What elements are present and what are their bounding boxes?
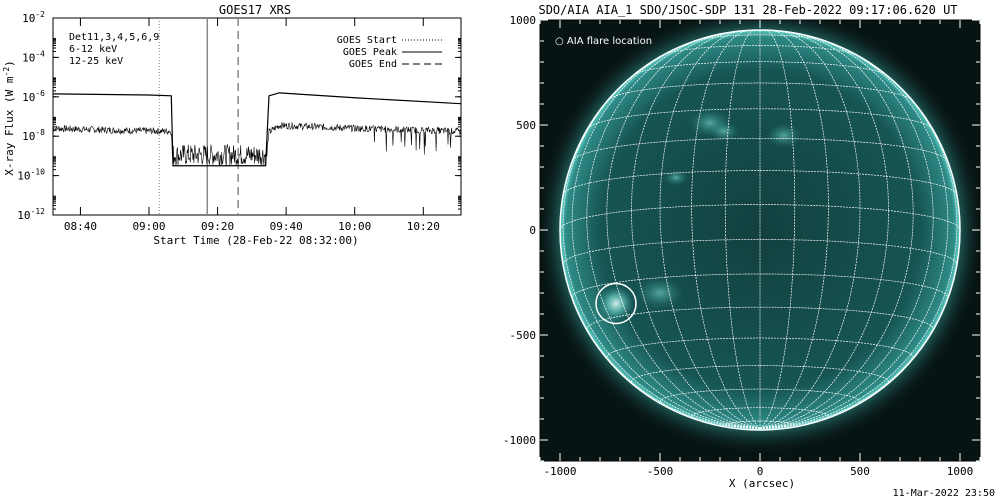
- aia-y-tick-label: 1000: [510, 14, 537, 27]
- legend-goes-start: GOES Start: [337, 35, 397, 46]
- goes-x-tick-label: 08:40: [64, 220, 97, 233]
- goes-legend-top-right: GOES Start GOES Peak GOES End: [337, 35, 442, 70]
- goes-x-tick-label: 10:20: [407, 220, 440, 233]
- aia-grid-line: [759, 29, 796, 429]
- goes-x-tick-label: 09:40: [270, 220, 303, 233]
- aia-grid-line: [759, 32, 914, 429]
- aia-grid-line: [633, 61, 887, 76]
- aia-grid-line: [759, 35, 934, 429]
- aia-x-tick-label: -1000: [543, 465, 576, 478]
- aia-limb-circle: [559, 29, 961, 431]
- aia-grid-line: [759, 30, 861, 429]
- goes-x-ticks: 08:40 09:00 09:20 09:40 10:00 10:20: [64, 18, 440, 233]
- aia-grid-line: [559, 229, 761, 429]
- legend-6-12-kev: 6-12 keV: [69, 44, 117, 55]
- aia-heliographic-grid: [559, 29, 961, 429]
- aia-grid-line: [659, 30, 761, 429]
- goes-x-tick-label: 10:00: [338, 220, 371, 233]
- aia-grid-line: [759, 70, 958, 429]
- legend-goes-end: GOES End: [349, 59, 397, 70]
- aia-grid-line: [759, 229, 961, 429]
- aia-grid-line: [586, 35, 761, 429]
- aia-x-tick-label: 0: [757, 465, 764, 478]
- goes-y-tick-label: 10-4: [22, 49, 45, 64]
- goes-y-tick-label: 10-10: [17, 168, 45, 183]
- goes-series: [52, 92, 462, 167]
- aia-x-ticks: -1000 -500 0 500 1000: [539, 20, 981, 478]
- legend-12-25-kev: 12-25 keV: [69, 56, 123, 67]
- goes-x-axis-label: Start Time (28-Feb-22 08:32:00): [153, 234, 358, 247]
- aia-active-region: [664, 169, 688, 186]
- aia-active-region: [636, 277, 684, 309]
- aia-x-tick-label: 1000: [947, 465, 974, 478]
- goes-chart-title: GOES17 XRS: [219, 3, 291, 17]
- goes-y-tick-label: 10-12: [17, 207, 45, 222]
- aia-grid-line: [759, 30, 889, 429]
- aia-x-tick-label: 500: [850, 465, 870, 478]
- goes-y-tick-label: 10-2: [22, 10, 45, 25]
- goes-x-tick-label: 09:20: [201, 220, 234, 233]
- aia-flare-location-circle: [595, 282, 637, 325]
- goes-plot-frame: [52, 17, 462, 216]
- aia-grid-line: [724, 29, 761, 429]
- aia-grid-line: [572, 137, 948, 161]
- aia-y-ticks: 1000 500 0 -500 -1000: [503, 14, 980, 462]
- footer-timestamp: 11-Mar-2022 23:50: [893, 488, 995, 499]
- aia-y-tick-label: 0: [529, 224, 536, 237]
- goes-x-tick-label: 09:00: [132, 220, 165, 233]
- aia-y-tick-label: 500: [516, 119, 536, 132]
- aia-grid-line: [691, 29, 761, 429]
- aia-grid-line: [631, 30, 761, 429]
- goes-y-ticks: 10-12 10-10 10-8 10-6 10-4 10-2: [17, 10, 461, 222]
- aia-grid-line: [606, 32, 761, 429]
- goes-y-tick-label: 10-6: [22, 89, 45, 104]
- aia-grid-line: [571, 42, 761, 429]
- aia-sun-image: [540, 20, 980, 461]
- goes-legend-top-left: Det11,3,4,5,6,9 6-12 keV 12-25 keV: [69, 32, 159, 67]
- aia-x-tick-label: -500: [647, 465, 674, 478]
- aia-grid-line: [759, 29, 829, 429]
- aia-grid-line: [759, 42, 949, 429]
- aia-legend-text: ○ AIA flare location: [555, 36, 652, 47]
- goes-series-short: [52, 122, 462, 166]
- goes-event-markers: [158, 18, 239, 215]
- aia-grid-line: [562, 170, 958, 195]
- aia-x-axis-label: X (arcsec): [729, 477, 795, 490]
- aia-grid-line: [562, 70, 761, 429]
- legend-detectors: Det11,3,4,5,6,9: [69, 32, 159, 43]
- aia-y-tick-label: -1000: [503, 434, 536, 447]
- aia-y-tick-label: -500: [510, 329, 537, 342]
- aia-active-region: [709, 121, 739, 142]
- legend-goes-peak: GOES Peak: [343, 47, 397, 58]
- goes-y-axis-label: X-ray Flux (W m-2): [2, 60, 16, 176]
- aia-image-title: SDO/AIA AIA_1 SDO/JSOC-SDP 131 28-Feb-20…: [538, 3, 957, 17]
- goes-y-tick-label: 10-8: [22, 128, 45, 143]
- goes-series-long: [52, 92, 462, 167]
- aia-active-region: [766, 123, 802, 148]
